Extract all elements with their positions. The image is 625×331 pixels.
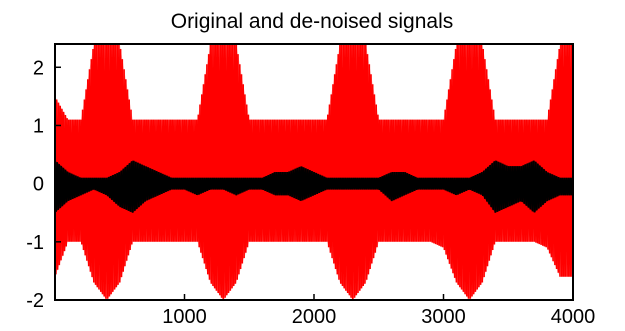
x-tick-label: 4000 [551,306,596,328]
series-layer [54,43,574,301]
ticks-layer: 1000 2000 3000 4000 2 1 0 -1 -2 [26,57,595,328]
series-1-line [54,160,574,213]
x-tick-label: 2000 [292,306,337,328]
series-0-line [54,43,574,301]
y-tick-label: 1 [33,115,44,137]
y-tick-label: 2 [33,57,44,79]
x-tick-label: 1000 [162,306,207,328]
y-tick-label: 0 [33,174,44,196]
chart-title: Original and de-noised signals [171,10,454,33]
x-tick-label: 3000 [421,306,466,328]
series-1 [54,160,574,213]
y-tick-label: -1 [26,232,44,254]
y-tick-label: -2 [26,290,44,312]
